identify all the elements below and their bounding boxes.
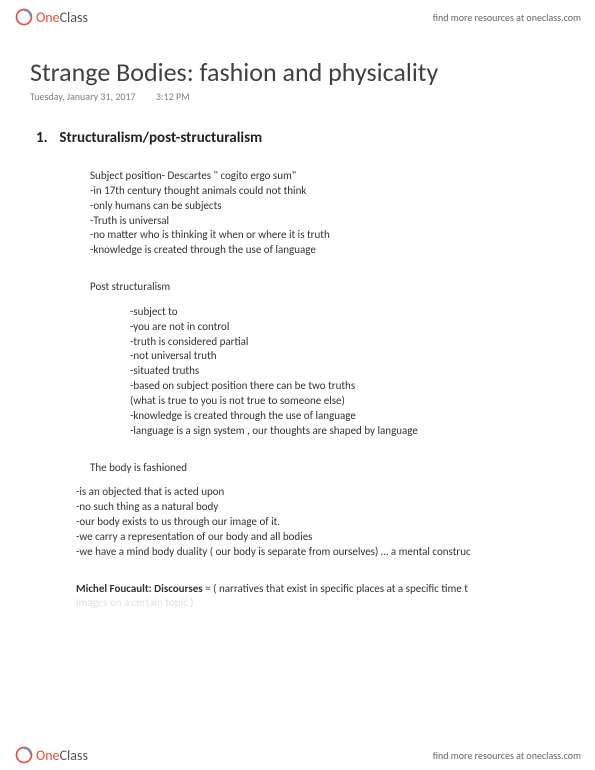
footer-tagline: find more resources at oneclass.com — [433, 749, 581, 762]
footer-brand-text: OneClass — [36, 747, 88, 764]
list-item: -only humans can be subjects — [90, 199, 565, 214]
foucault-line: Michel Foucault: Discourses = ( narrativ… — [76, 582, 565, 597]
post-lead-block: Post structuralism — [90, 280, 565, 295]
section-number: 1. — [36, 129, 56, 147]
section-heading: 1. Structuralism/post-structuralism — [36, 129, 565, 147]
list-item: -knowledge is created through the use of… — [130, 409, 565, 424]
list-item: -based on subject position there can be … — [130, 379, 565, 394]
logo-icon — [14, 7, 34, 27]
page-title: Strange Bodies: fashion and physicality — [30, 56, 565, 88]
list-item: -in 17th century thought animals could n… — [90, 184, 565, 199]
brand-class: Class — [60, 747, 88, 764]
doc-date: Tuesday, January 31, 2017 — [30, 90, 136, 103]
page-footer: OneClass find more resources at oneclass… — [0, 738, 595, 770]
foucault-cut: images on a certain topic ) — [76, 596, 565, 611]
list-item: -no such thing as a natural body — [76, 500, 565, 515]
foucault-rest: = ( narratives that exist in specific pl… — [203, 582, 468, 595]
page-header: OneClass find more resources at oneclass… — [0, 0, 595, 32]
header-tagline: find more resources at oneclass.com — [433, 11, 581, 24]
body-lead: The body is fashioned — [90, 461, 565, 476]
list-item: (what is true to you is not true to some… — [130, 394, 565, 409]
brand-text: OneClass — [36, 9, 88, 26]
doc-meta: Tuesday, January 31, 2017 3:12 PM — [30, 90, 565, 103]
list-item: -knowledge is created through the use of… — [90, 243, 565, 258]
list-item: -our body exists to us through our image… — [76, 515, 565, 530]
document-content: Strange Bodies: fashion and physicality … — [0, 32, 595, 611]
section-title: Structuralism/post-structuralism — [59, 129, 262, 147]
list-item: -subject to — [130, 305, 565, 320]
list-item: -not universal truth — [130, 349, 565, 364]
body-lead-block: The body is fashioned — [90, 461, 565, 476]
brand-one: One — [36, 9, 60, 26]
doc-time: 3:12 PM — [156, 90, 190, 103]
list-item: -Truth is universal — [90, 214, 565, 229]
footer-brand-logo: OneClass — [14, 745, 88, 765]
list-item: -situated truths — [130, 364, 565, 379]
list-item: -language is a sign system , our thought… — [130, 424, 565, 439]
list-item: -is an objected that is acted upon — [76, 485, 565, 500]
structuralism-block: Subject position- Descartes " cogito erg… — [90, 169, 565, 258]
brand-logo: OneClass — [14, 7, 88, 27]
list-item: -we carry a representation of our body a… — [76, 530, 565, 545]
list-item: -no matter who is thinking it when or wh… — [90, 228, 565, 243]
brand-class: Class — [60, 9, 88, 26]
list-item: -you are not in control — [130, 320, 565, 335]
structuralism-lead: Subject position- Descartes " cogito erg… — [90, 169, 565, 184]
post-lead: Post structuralism — [90, 280, 565, 295]
foucault-author: Michel Foucault: Discourses — [76, 582, 203, 595]
list-item: -we have a mind body duality ( our body … — [76, 545, 565, 560]
foucault-block: Michel Foucault: Discourses = ( narrativ… — [76, 582, 565, 612]
logo-icon — [14, 745, 34, 765]
post-list: -subject to -you are not in control -tru… — [130, 305, 565, 439]
list-item: -truth is considered partial — [130, 335, 565, 350]
brand-one: One — [36, 747, 60, 764]
body-list: -is an objected that is acted upon -no s… — [76, 485, 565, 559]
